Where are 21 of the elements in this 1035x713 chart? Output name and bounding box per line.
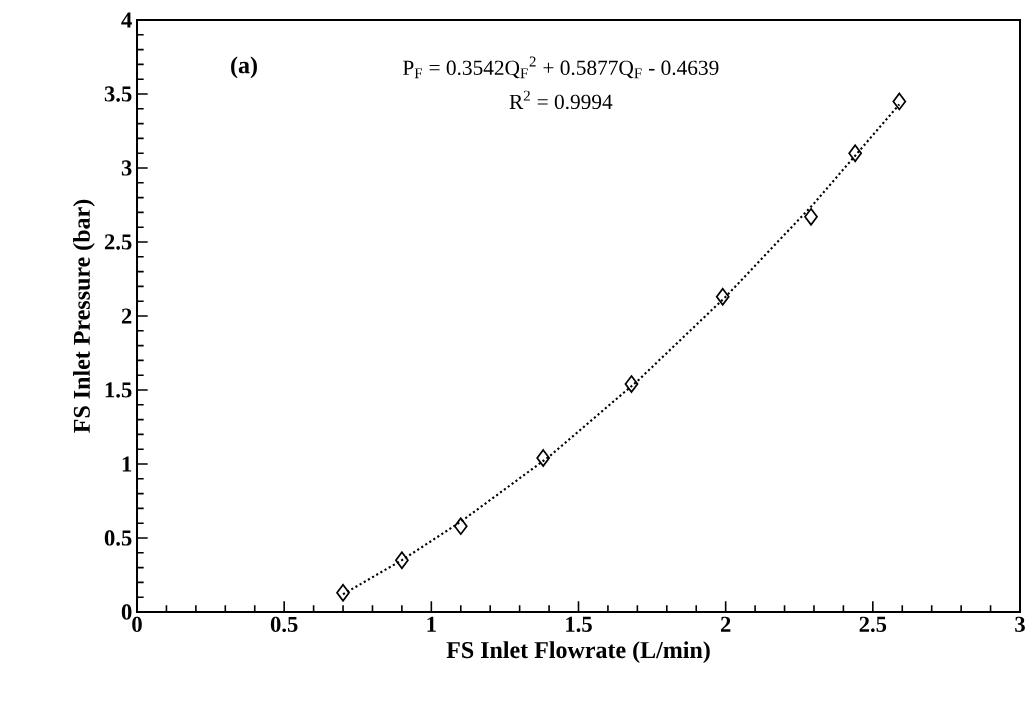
annotation: (a)	[231, 56, 257, 79]
x-tick-label: 0.5	[270, 616, 298, 633]
y-tick-label: 1	[122, 456, 132, 472]
y-tick-label: 3	[121, 160, 132, 176]
y-axis-title: FS Inlet Pressure (bar)	[73, 199, 95, 433]
x-tick-label: 2.5	[859, 616, 887, 633]
annotation: R$^{2}$ = 0.9994	[509, 90, 613, 110]
y-tick-label: 4	[121, 12, 132, 28]
y-tick-label: 0.5	[104, 530, 132, 546]
y-tick-label: 2.5	[104, 234, 132, 250]
y-tick-label: 3.5	[104, 86, 132, 102]
y-tick-label: 1.5	[105, 382, 132, 398]
annotation: P$_{F}$ = 0.3542Q$_{F}$$^{2}$ + 0.5877Q$_{F}$ - 0.4639	[403, 56, 719, 79]
x-tick-label: 1.5	[566, 616, 592, 632]
y-tick-label: 2	[121, 308, 132, 324]
x-tick-label: 3	[1015, 616, 1025, 632]
x-axis-title: FS Inlet Flowrate (L/min)	[446, 641, 710, 663]
x-tick-label: 2	[720, 616, 731, 632]
y-tick-label: 0	[121, 604, 132, 620]
x-tick-label: 1	[427, 616, 436, 632]
x-tick-label: 0	[132, 616, 142, 632]
